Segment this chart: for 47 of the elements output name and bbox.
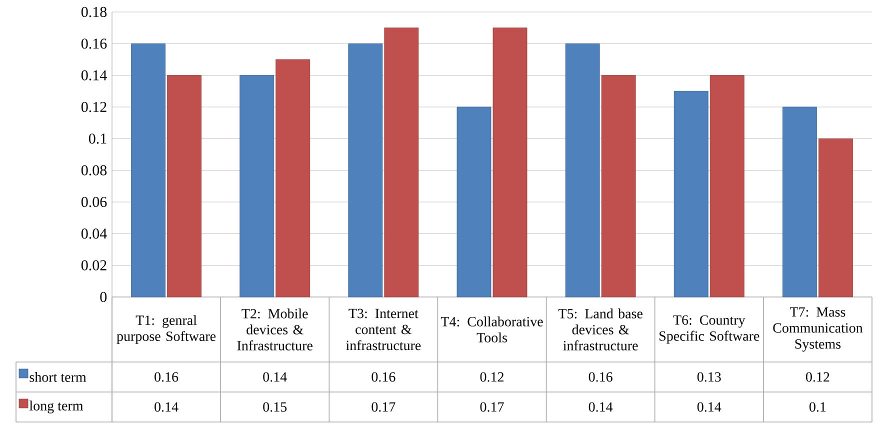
data-label: 0.17	[480, 402, 504, 412]
bar	[131, 43, 166, 298]
data-label: 0.13	[697, 372, 721, 382]
y-tick-label: 0	[100, 292, 107, 302]
data-label: 0.14	[263, 372, 287, 382]
y-tick-label: 0.14	[81, 70, 107, 80]
bar	[565, 43, 600, 298]
x-tick-label: T2: Mobile devices & Infrastructure	[237, 308, 312, 350]
x-tick-label: T6: Country Specific Software	[660, 315, 760, 344]
bar	[240, 75, 274, 298]
data-label: 0.14	[588, 402, 613, 412]
bar	[456, 106, 492, 298]
y-tick-label: 0.02	[81, 260, 106, 270]
data-label: 0.12	[806, 372, 830, 382]
legend-label: long term	[29, 400, 84, 414]
x-tick-label: T1: genral purpose Software	[116, 315, 216, 344]
bar	[492, 28, 528, 298]
bar	[818, 138, 853, 298]
y-tick-label: 0.1	[88, 134, 106, 144]
x-tick-label: T4: Collaborative Tools	[440, 316, 543, 342]
data-label: 0.16	[372, 372, 396, 382]
data-label: 0.17	[372, 402, 396, 412]
x-tick-label: T5: Land base devices & infrastructure	[558, 308, 642, 350]
data-label: 0.14	[697, 402, 722, 412]
bar	[782, 106, 817, 298]
data-label: 0.16	[154, 372, 178, 382]
bar	[167, 75, 202, 298]
data-label: 0.15	[263, 402, 287, 412]
y-tick-label: 0.18	[81, 6, 107, 18]
x-tick-label: T3: Internet content & infrastructure	[346, 308, 421, 350]
y-tick-label: 0.08	[81, 165, 107, 176]
data-label: 0.12	[480, 372, 504, 382]
bar	[276, 59, 310, 298]
data-label: 0.14	[154, 402, 178, 412]
y-tick-label: 0.06	[81, 196, 107, 208]
data-label: 0.1	[809, 402, 826, 412]
y-tick-label: 0.16	[81, 38, 107, 49]
bar	[674, 90, 708, 298]
bar	[384, 28, 419, 298]
y-tick-label: 0.04	[81, 228, 107, 239]
bar	[710, 75, 744, 298]
legend-label: short term	[30, 372, 86, 382]
bar	[348, 43, 383, 298]
data-label: 0.16	[588, 372, 612, 382]
y-tick-label: 0.12	[81, 102, 106, 112]
x-tick-label: T7: Mass Communication Systems	[773, 307, 863, 352]
bar	[601, 75, 636, 298]
